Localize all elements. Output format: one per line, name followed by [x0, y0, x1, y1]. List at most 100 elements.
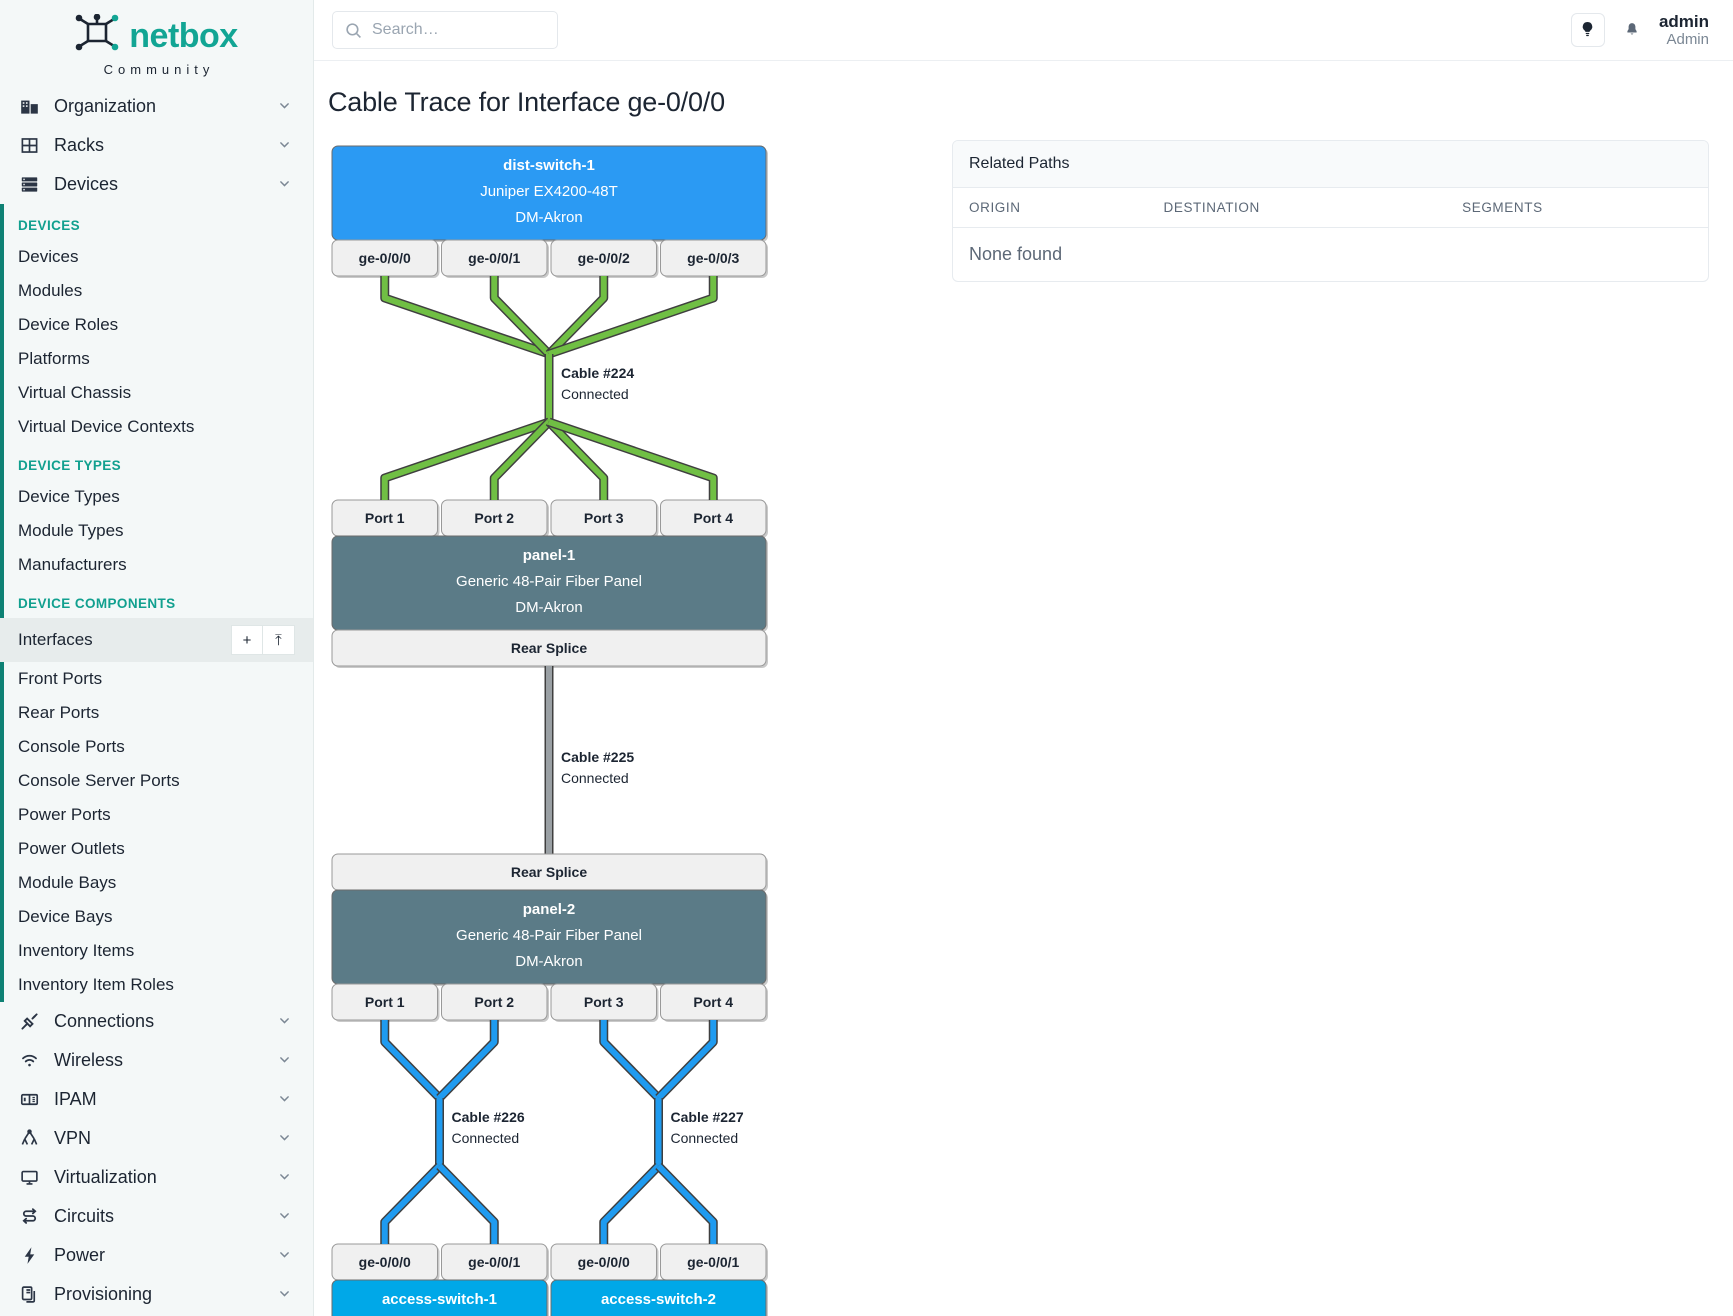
cable-224-seg-top-3[interactable]: [548, 276, 717, 357]
chevron-down-icon: [278, 1209, 291, 1225]
sidebar-item-rear-ports[interactable]: Rear Ports: [0, 696, 313, 730]
cable-224-seg-bot-1[interactable]: [491, 419, 552, 500]
sidebar-item-device-bays[interactable]: Device Bays: [0, 900, 313, 934]
sidebar-item-modules[interactable]: Modules: [0, 274, 313, 308]
import-interface-button[interactable]: ⤒: [263, 625, 295, 655]
sidebar-item-label: Device Bays: [18, 907, 113, 926]
cable-status-225: Connected: [561, 770, 629, 786]
sidebar-group-label: VPN: [54, 1128, 92, 1148]
sidebar-item-power-ports[interactable]: Power Ports: [0, 798, 313, 832]
cable-224-seg-bot-2[interactable]: [546, 419, 607, 500]
cable-224-seg-top-0[interactable]: [381, 276, 550, 357]
brand[interactable]: netbox Community: [0, 0, 313, 87]
sidebar-group-label: Wireless: [54, 1050, 124, 1070]
user-menu[interactable]: admin Admin: [1659, 12, 1709, 49]
termination-dist-if-0[interactable]: [331, 239, 440, 278]
termination-label: Port 3: [584, 510, 624, 526]
lightbulb-icon[interactable]: [1570, 12, 1605, 47]
sidebar-item-power-outlets[interactable]: Power Outlets: [0, 832, 313, 866]
cable-227-seg-bot-0[interactable]: [600, 1163, 661, 1244]
sidebar-item-front-ports[interactable]: Front Ports: [0, 662, 313, 696]
sidebar-group-racks[interactable]: Racks: [0, 126, 313, 165]
chevron-down-icon: [278, 1248, 291, 1264]
sidebar-item-label: Front Ports: [18, 669, 103, 688]
sidebar-group-virtualization[interactable]: Virtualization: [0, 1158, 313, 1197]
sidebar-group-connections[interactable]: Connections: [0, 1002, 313, 1041]
sidebar-item-virtual-device-contexts[interactable]: Virtual Device Contexts: [0, 410, 313, 444]
sidebar: netbox Community Organization Racks Device…: [0, 0, 314, 1316]
sidebar-item-module-types[interactable]: Module Types: [0, 514, 313, 548]
termination-panel1-port-2[interactable]: [550, 499, 659, 538]
termination-access-if-0[interactable]: [331, 1243, 440, 1282]
search-box[interactable]: [332, 11, 558, 49]
device-box-panel-1[interactable]: [331, 535, 768, 632]
cable-226-seg-bot-1[interactable]: [437, 1163, 498, 1244]
device-box-access-switch-2[interactable]: [550, 1279, 768, 1316]
termination-panel1-rear[interactable]: [331, 629, 768, 668]
sidebar-group-power[interactable]: Power: [0, 1236, 313, 1275]
sidebar-item-platforms[interactable]: Platforms: [0, 342, 313, 376]
termination-dist-if-3[interactable]: [660, 239, 769, 278]
add-interface-button[interactable]: +: [231, 625, 263, 655]
cable-224-seg-bot-3[interactable]: [548, 419, 717, 500]
sidebar-group-wireless[interactable]: Wireless: [0, 1041, 313, 1080]
termination-label: Port 2: [474, 994, 514, 1010]
termination-panel2-rear[interactable]: [331, 853, 768, 892]
cable-226-seg-bot-0[interactable]: [381, 1163, 442, 1244]
device-box-access-switch-1[interactable]: [331, 1279, 549, 1316]
termination-dist-if-2[interactable]: [550, 239, 659, 278]
termination-panel2-port-3[interactable]: [660, 983, 769, 1022]
cable-224-seg-top-2[interactable]: [546, 276, 607, 357]
sidebar-group-vpn[interactable]: VPN: [0, 1119, 313, 1158]
cable-label-225: Cable #225: [561, 749, 634, 765]
vpn-icon: [18, 1129, 40, 1148]
cable-226-seg-top-1[interactable]: [437, 1020, 498, 1101]
sidebar-item-console-server-ports[interactable]: Console Server Ports: [0, 764, 313, 798]
cable-227-seg-bot-1[interactable]: [656, 1163, 717, 1244]
termination-label: ge-0/0/2: [578, 250, 630, 266]
topbar-right: admin Admin: [1570, 12, 1709, 49]
cable-226-seg-top-0[interactable]: [381, 1020, 442, 1101]
cable-status-226: Connected: [452, 1130, 520, 1146]
device-box-dist-switch-1[interactable]: [331, 145, 768, 242]
sidebar-item-virtual-chassis[interactable]: Virtual Chassis: [0, 376, 313, 410]
sidebar-item-console-ports[interactable]: Console Ports: [0, 730, 313, 764]
termination-access-if-3[interactable]: [660, 1243, 769, 1282]
sidebar-item-devices[interactable]: Devices: [0, 240, 313, 274]
cable-224-seg-top-1[interactable]: [491, 276, 552, 357]
device-site: DM-Akron: [515, 599, 583, 616]
sidebar-item-manufacturers[interactable]: Manufacturers: [0, 548, 313, 582]
termination-access-if-1[interactable]: [441, 1243, 550, 1282]
cable-224-seg-bot-0[interactable]: [381, 419, 550, 500]
sidebar-item-device-types[interactable]: Device Types: [0, 480, 313, 514]
cable-trace-panel: dist-switch-1 Juniper EX4200-48T DM-Akron g…: [328, 140, 928, 1316]
sidebar-group-provisioning[interactable]: Provisioning: [0, 1275, 313, 1314]
bell-icon[interactable]: [1619, 15, 1645, 45]
search-input[interactable]: [372, 21, 545, 39]
termination-panel1-port-3[interactable]: [660, 499, 769, 538]
sidebar-item-device-roles[interactable]: Device Roles: [0, 308, 313, 342]
termination-panel2-port-0[interactable]: [331, 983, 440, 1022]
sidebar-item-inventory-item-roles[interactable]: Inventory Item Roles: [0, 968, 313, 1002]
sidebar-group-ipam[interactable]: IPAM: [0, 1080, 313, 1119]
sidebar-item-module-bays[interactable]: Module Bays: [0, 866, 313, 900]
related-paths-title: Related Paths: [953, 141, 1708, 188]
device-name: access-switch-1: [382, 1291, 497, 1308]
cable-trace-svg: dist-switch-1 Juniper EX4200-48T DM-Akron g…: [328, 140, 928, 1316]
cable-227-seg-top-0[interactable]: [600, 1020, 661, 1101]
sidebar-item-label: Rear Ports: [18, 703, 100, 722]
termination-panel1-port-1[interactable]: [441, 499, 550, 538]
sidebar-group-circuits[interactable]: Circuits: [0, 1197, 313, 1236]
sidebar-group-organization[interactable]: Organization: [0, 87, 313, 126]
sidebar-item-inventory-items[interactable]: Inventory Items: [0, 934, 313, 968]
termination-panel2-port-2[interactable]: [550, 983, 659, 1022]
sidebar-group-devices[interactable]: Devices: [0, 165, 313, 204]
cable-227-seg-top-1[interactable]: [656, 1020, 717, 1101]
sidebar-item-label: Inventory Item Roles: [18, 975, 174, 994]
device-type: Juniper EX4200-48T: [480, 183, 618, 200]
termination-access-if-2[interactable]: [550, 1243, 659, 1282]
sidebar-item-label: Device Types: [18, 487, 120, 506]
sidebar-item-interfaces[interactable]: Interfaces + ⤒: [0, 618, 313, 662]
device-box-panel-2[interactable]: [331, 889, 768, 986]
sidebar-group-label: Organization: [54, 96, 157, 116]
